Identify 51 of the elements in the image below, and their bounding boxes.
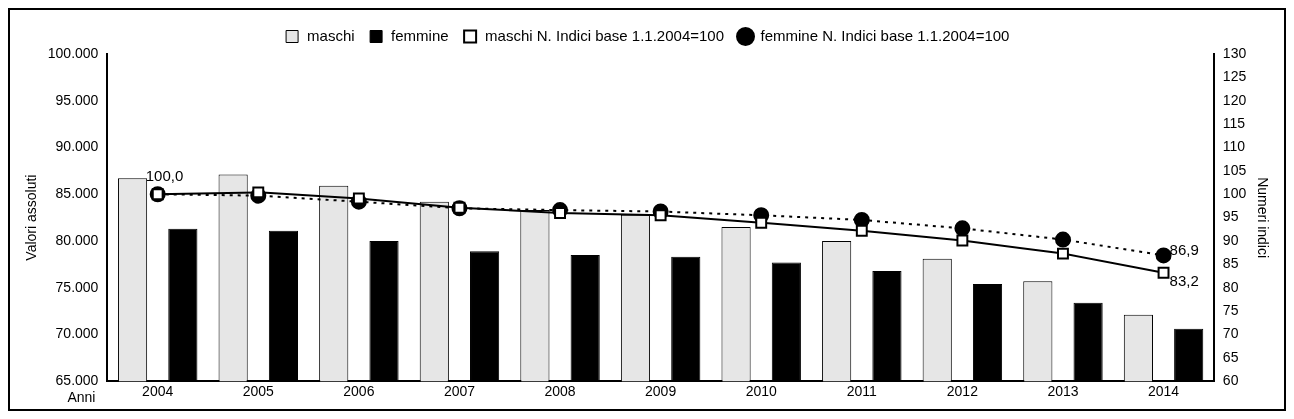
y2-tick-label: 65 xyxy=(1222,348,1239,365)
y-tick-label: 90.000 xyxy=(55,138,99,155)
y2-tick-label: 70 xyxy=(1222,325,1239,342)
y2-tick-label: 105 xyxy=(1222,161,1247,178)
y-tick-label: 65.000 xyxy=(55,372,99,389)
x-tick-label: 2004 xyxy=(142,383,174,400)
data-label: 100,0 xyxy=(145,166,184,184)
point xyxy=(855,224,868,237)
y2-tick-label: 90 xyxy=(1222,231,1239,248)
x-tick-label: 2005 xyxy=(242,383,275,400)
x-axis-title: Anni xyxy=(67,389,96,406)
x-tick-label: 2008 xyxy=(544,383,576,400)
y2-tick-label: 60 xyxy=(1222,372,1239,389)
legend-label: femmine N. Indici base 1.1.2004=100 xyxy=(760,26,1010,44)
point xyxy=(1057,247,1069,260)
y2-tick-label: 130 xyxy=(1222,44,1247,61)
point xyxy=(956,234,969,247)
point xyxy=(1157,266,1170,279)
x-tick-label: 2011 xyxy=(846,383,878,400)
data-label: 83,2 xyxy=(1169,272,1199,290)
y-tick-label: 80.000 xyxy=(55,231,99,248)
x-tick-label: 2012 xyxy=(946,383,979,400)
y2-tick-label: 80 xyxy=(1222,278,1239,295)
x-tick-label: 2013 xyxy=(1047,383,1079,400)
data-label: 86,9 xyxy=(1169,241,1199,259)
y2-tick-label: 125 xyxy=(1222,68,1247,85)
y2-tick-label: 115 xyxy=(1222,114,1246,131)
y2-tick-label: 110 xyxy=(1222,138,1246,155)
y2-tick-label: 85 xyxy=(1222,255,1239,272)
legend-label: femmine xyxy=(391,26,449,44)
y-tick-label: 70.000 xyxy=(55,325,99,342)
legend-label: maschi N. Indici base 1.1.2004=100 xyxy=(485,26,725,44)
point xyxy=(1155,247,1172,264)
y2-tick-label: 95 xyxy=(1222,208,1239,225)
y2-tick-label: 100 xyxy=(1222,185,1247,202)
y-tick-label: 85.000 xyxy=(55,185,99,202)
legend-label: maschi xyxy=(307,26,355,44)
y2-tick-label: 75 xyxy=(1222,301,1239,318)
x-tick-label: 2006 xyxy=(343,383,375,400)
x-tick-label: 2010 xyxy=(745,383,777,400)
x-tick-label: 2014 xyxy=(1147,383,1180,400)
x-tick-label: 2007 xyxy=(443,383,476,400)
y-tick-label: 75.000 xyxy=(55,278,99,295)
x-tick-label: 2009 xyxy=(645,383,677,400)
y2-tick-label: 120 xyxy=(1222,91,1247,108)
y-tick-label: 95.000 xyxy=(55,91,99,108)
point xyxy=(1054,231,1071,248)
point xyxy=(954,220,971,237)
y-tick-label: 100.000 xyxy=(47,44,99,61)
y2-axis-title: Numeri indici xyxy=(1254,177,1271,259)
y-axis-title: Valori assoluti xyxy=(23,174,40,261)
